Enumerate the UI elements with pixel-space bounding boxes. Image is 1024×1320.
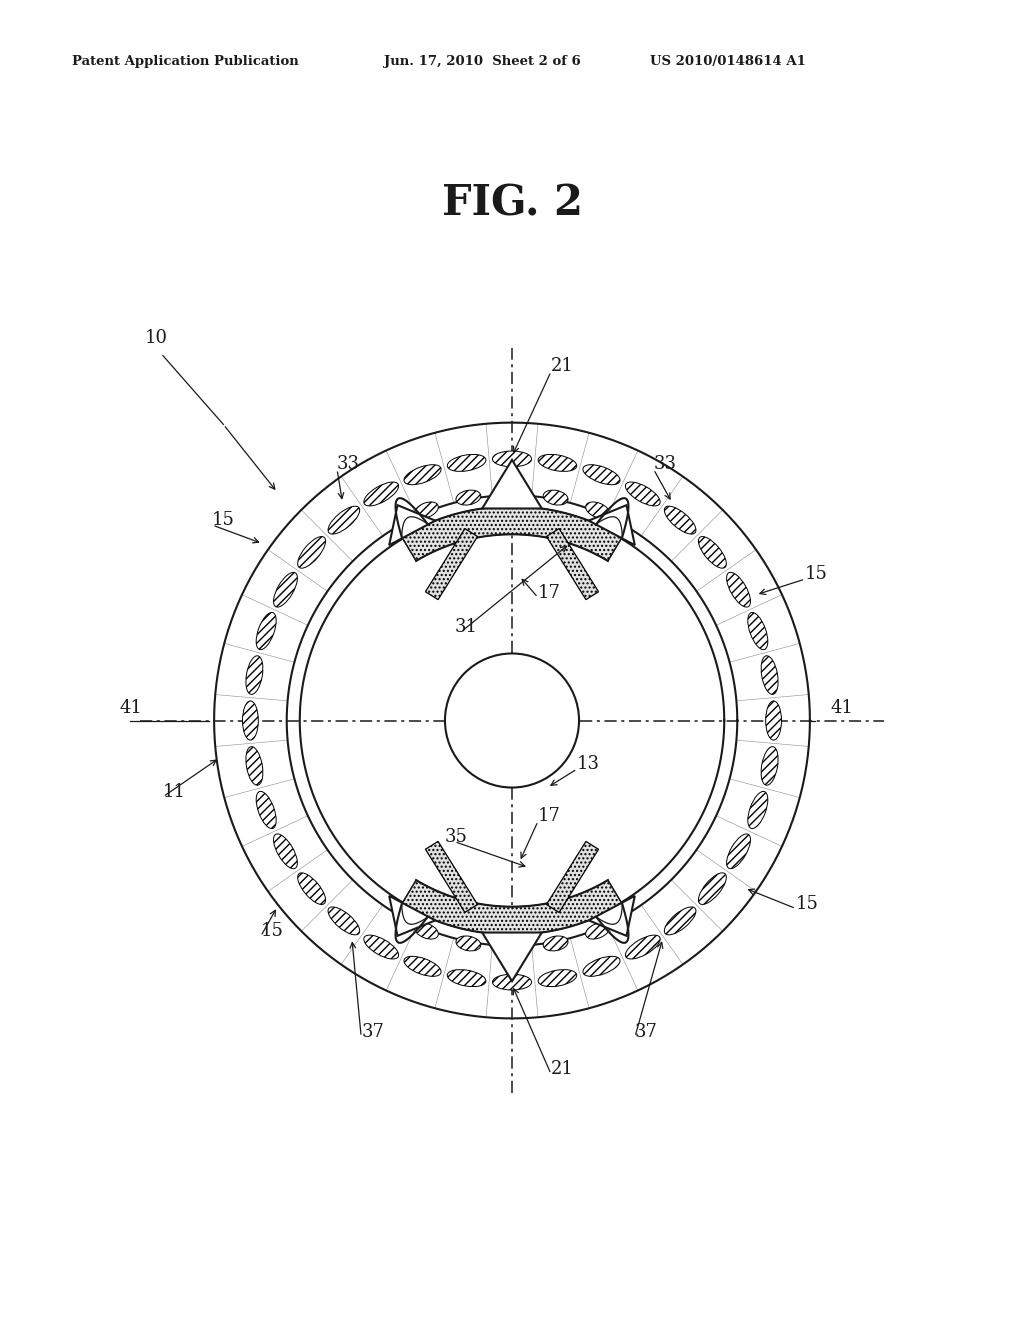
- Polygon shape: [589, 896, 635, 936]
- Ellipse shape: [447, 454, 485, 471]
- Ellipse shape: [665, 907, 696, 935]
- Circle shape: [300, 508, 724, 933]
- Ellipse shape: [583, 956, 621, 977]
- Ellipse shape: [364, 935, 398, 960]
- Ellipse shape: [493, 974, 531, 990]
- Text: 15: 15: [261, 923, 284, 940]
- Ellipse shape: [500, 486, 524, 500]
- Text: 31: 31: [455, 618, 477, 636]
- Ellipse shape: [256, 792, 276, 829]
- Text: 10: 10: [144, 330, 167, 347]
- Ellipse shape: [298, 536, 326, 568]
- Ellipse shape: [539, 454, 577, 471]
- Ellipse shape: [246, 747, 263, 785]
- Polygon shape: [401, 880, 623, 935]
- Polygon shape: [547, 841, 599, 912]
- Ellipse shape: [273, 834, 297, 869]
- Ellipse shape: [586, 502, 609, 519]
- Ellipse shape: [403, 465, 441, 484]
- Ellipse shape: [403, 956, 441, 977]
- Ellipse shape: [761, 656, 778, 694]
- Ellipse shape: [246, 656, 263, 694]
- Ellipse shape: [539, 970, 577, 986]
- Text: FIG. 2: FIG. 2: [441, 183, 583, 224]
- Text: 33: 33: [653, 455, 677, 473]
- Text: 13: 13: [578, 755, 600, 774]
- Ellipse shape: [298, 873, 326, 904]
- Circle shape: [445, 653, 579, 788]
- Text: 33: 33: [337, 455, 360, 473]
- Text: 35: 35: [445, 828, 468, 846]
- Polygon shape: [482, 932, 542, 981]
- Text: Patent Application Publication: Patent Application Publication: [72, 55, 298, 69]
- Text: 21: 21: [551, 1060, 574, 1078]
- Ellipse shape: [626, 935, 660, 960]
- Text: US 2010/0148614 A1: US 2010/0148614 A1: [650, 55, 806, 69]
- Text: Jun. 17, 2010  Sheet 2 of 6: Jun. 17, 2010 Sheet 2 of 6: [384, 55, 581, 69]
- Text: 41: 41: [830, 700, 853, 717]
- Text: 17: 17: [538, 583, 561, 602]
- Text: 15: 15: [805, 565, 828, 583]
- Ellipse shape: [500, 940, 524, 954]
- Polygon shape: [425, 528, 477, 599]
- Ellipse shape: [415, 502, 438, 519]
- Ellipse shape: [698, 873, 726, 904]
- Ellipse shape: [415, 923, 438, 939]
- Text: 21: 21: [551, 358, 574, 375]
- Ellipse shape: [761, 747, 778, 785]
- Ellipse shape: [586, 923, 609, 939]
- Polygon shape: [214, 422, 810, 1019]
- Ellipse shape: [727, 573, 751, 607]
- Ellipse shape: [364, 482, 398, 506]
- Text: 37: 37: [635, 1023, 657, 1041]
- Polygon shape: [389, 506, 435, 545]
- Polygon shape: [425, 841, 477, 912]
- Ellipse shape: [256, 612, 276, 649]
- Ellipse shape: [748, 612, 768, 649]
- Ellipse shape: [665, 506, 696, 535]
- Ellipse shape: [328, 506, 359, 535]
- Polygon shape: [547, 528, 599, 599]
- Ellipse shape: [583, 465, 621, 484]
- Text: 15: 15: [212, 511, 236, 529]
- Ellipse shape: [543, 936, 568, 950]
- Ellipse shape: [328, 907, 359, 935]
- Text: 11: 11: [163, 783, 186, 801]
- Polygon shape: [401, 507, 623, 561]
- Ellipse shape: [698, 536, 726, 568]
- Ellipse shape: [626, 482, 660, 506]
- Ellipse shape: [273, 573, 297, 607]
- Text: 15: 15: [796, 895, 819, 912]
- Text: 17: 17: [538, 807, 561, 825]
- Ellipse shape: [243, 701, 258, 741]
- Ellipse shape: [456, 936, 481, 950]
- Ellipse shape: [447, 970, 485, 986]
- Polygon shape: [389, 896, 435, 936]
- Text: 41: 41: [119, 700, 142, 717]
- Ellipse shape: [766, 701, 781, 741]
- Ellipse shape: [727, 834, 751, 869]
- Text: 37: 37: [361, 1023, 384, 1041]
- Ellipse shape: [543, 490, 568, 506]
- Ellipse shape: [748, 792, 768, 829]
- Polygon shape: [482, 459, 542, 508]
- Ellipse shape: [456, 490, 481, 506]
- Polygon shape: [589, 506, 635, 545]
- Ellipse shape: [493, 451, 531, 467]
